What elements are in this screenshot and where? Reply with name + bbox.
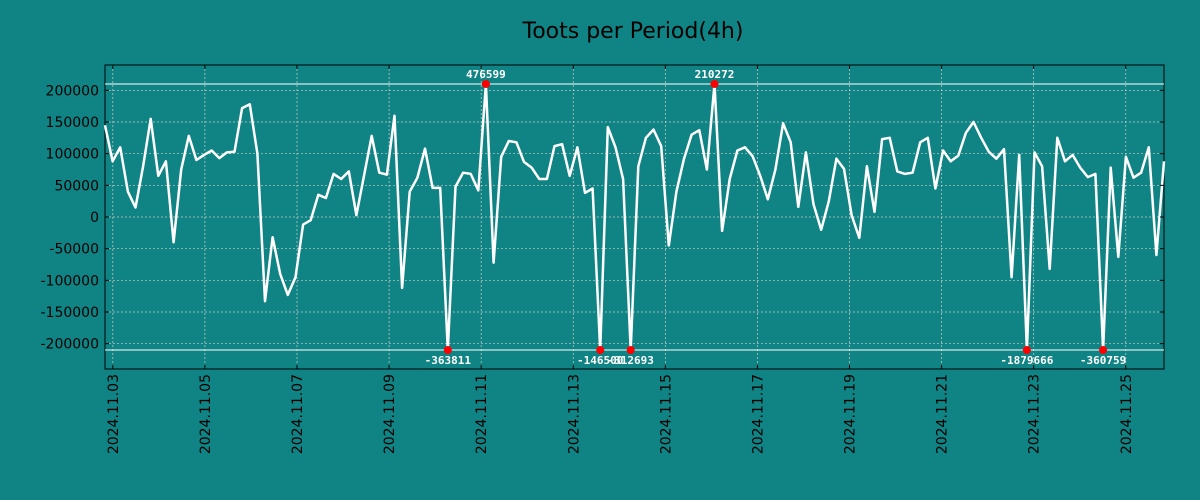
series-line-toots: [103, 82, 1166, 352]
peak-marker: [1022, 346, 1031, 354]
grid: [105, 65, 1164, 369]
chart-title: Toots per Period(4h): [522, 19, 744, 44]
peak-marker: [710, 80, 719, 88]
peak-label: 210272: [695, 68, 735, 81]
peak-label: -1879666: [1000, 354, 1053, 367]
peak-label: 476599: [466, 68, 506, 81]
peak-marker: [596, 346, 605, 354]
x-tick-label: 2024.11.11: [474, 374, 490, 454]
peak-marker: [443, 346, 452, 354]
y-tick-label: 0: [90, 210, 99, 226]
peak-marker: [626, 346, 635, 354]
peak-label: -146500: [577, 354, 623, 367]
peak-label: -312693: [608, 354, 654, 367]
x-tick-label: 2024.11.17: [750, 374, 766, 454]
y-tick-label: -50000: [49, 242, 99, 258]
peak-label: -363811: [425, 354, 472, 367]
x-tick-label: 2024.11.21: [935, 374, 951, 454]
peak-label: -360759: [1080, 354, 1126, 367]
y-tick-label: -100000: [41, 273, 100, 289]
y-tick-label: 50000: [54, 178, 99, 194]
x-tick-label: 2024.11.19: [843, 374, 859, 454]
y-axis: 200000 150000 100000 50000 0 -50000 -100000 -15…: [41, 83, 1164, 353]
y-tick-label: 200000: [46, 83, 99, 99]
y-tick-label: -150000: [41, 305, 100, 321]
x-axis: 2024.11.03 2024.11.05 2024.11.07 2024.11.09…: [106, 65, 1135, 454]
x-tick-label: 2024.11.03: [106, 374, 122, 454]
x-tick-label: 2024.11.05: [198, 374, 214, 454]
peak-markers: -363811 476599 -146500-312693 210272 -187966…: [425, 68, 1127, 367]
peak-marker: [481, 80, 490, 88]
x-tick-label: 2024.11.09: [382, 374, 398, 454]
x-tick-label: 2024.11.15: [658, 374, 674, 454]
y-tick-label: -200000: [41, 337, 100, 353]
x-tick-label: 2024.11.07: [290, 374, 306, 454]
peak-marker: [1099, 346, 1108, 354]
x-tick-label: 2024.11.23: [1027, 374, 1043, 454]
x-tick-label: 2024.11.25: [1119, 374, 1135, 454]
x-tick-label: 2024.11.13: [566, 374, 582, 454]
y-tick-label: 100000: [46, 147, 99, 163]
y-tick-label: 150000: [46, 115, 99, 131]
